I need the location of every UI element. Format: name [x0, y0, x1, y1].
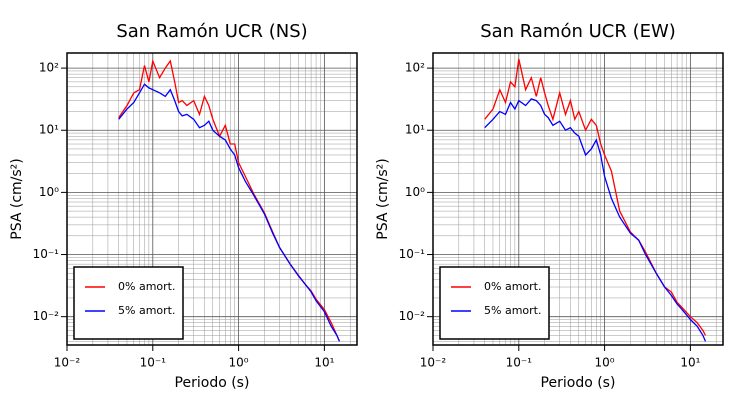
y-tick-label: 10² [39, 61, 59, 75]
x-tick-label: 10⁰ [229, 356, 249, 370]
x-tick-label: 10⁻¹ [140, 356, 167, 370]
y-tick-label: 10⁰ [39, 185, 59, 199]
x-tick-label: 10⁰ [595, 356, 615, 370]
x-tick-label: 10¹ [680, 356, 700, 370]
x-axis-label: Periodo (s) [175, 375, 250, 391]
legend-label: 5% amort. [118, 304, 175, 317]
y-tick-label: 10⁰ [405, 185, 425, 199]
legend-box [73, 266, 184, 340]
chart-title: San Ramón UCR (EW) [480, 21, 676, 42]
chart-title: San Ramón UCR (NS) [116, 21, 307, 42]
plot-frame [66, 52, 358, 346]
y-tick-label: 10¹ [405, 123, 425, 137]
x-tick-label: 10⁻² [420, 356, 447, 370]
y-tick-label: 10⁻² [399, 309, 426, 323]
legend-box [439, 266, 550, 340]
y-axis-label: PSA (cm/s²) [375, 158, 391, 240]
x-tick-label: 10⁻¹ [506, 356, 533, 370]
x-tick-label: 10¹ [314, 356, 334, 370]
series-line [484, 58, 707, 336]
y-tick-label: 10⁻¹ [33, 247, 60, 261]
x-axis-label: Periodo (s) [541, 375, 616, 391]
y-tick-label: 10⁻² [33, 309, 60, 323]
y-tick-label: 10² [405, 61, 425, 75]
x-tick-label: 10⁻² [54, 356, 81, 370]
series-line [484, 98, 707, 342]
chart: San Ramón UCR (NS) Periodo (s) PSA (cm/s²)… [9, 21, 358, 391]
chart: San Ramón UCR (EW) Periodo (s) PSA (cm/s²)… [375, 21, 724, 391]
y-axis-label: PSA (cm/s²) [9, 158, 25, 240]
legend-label: 0% amort. [118, 280, 175, 293]
y-tick-label: 10⁻¹ [399, 247, 426, 261]
series-line [118, 83, 341, 342]
legend-label: 0% amort. [484, 280, 541, 293]
plot-frame [432, 52, 724, 346]
legend-label: 5% amort. [484, 304, 541, 317]
y-tick-label: 10¹ [39, 123, 59, 137]
